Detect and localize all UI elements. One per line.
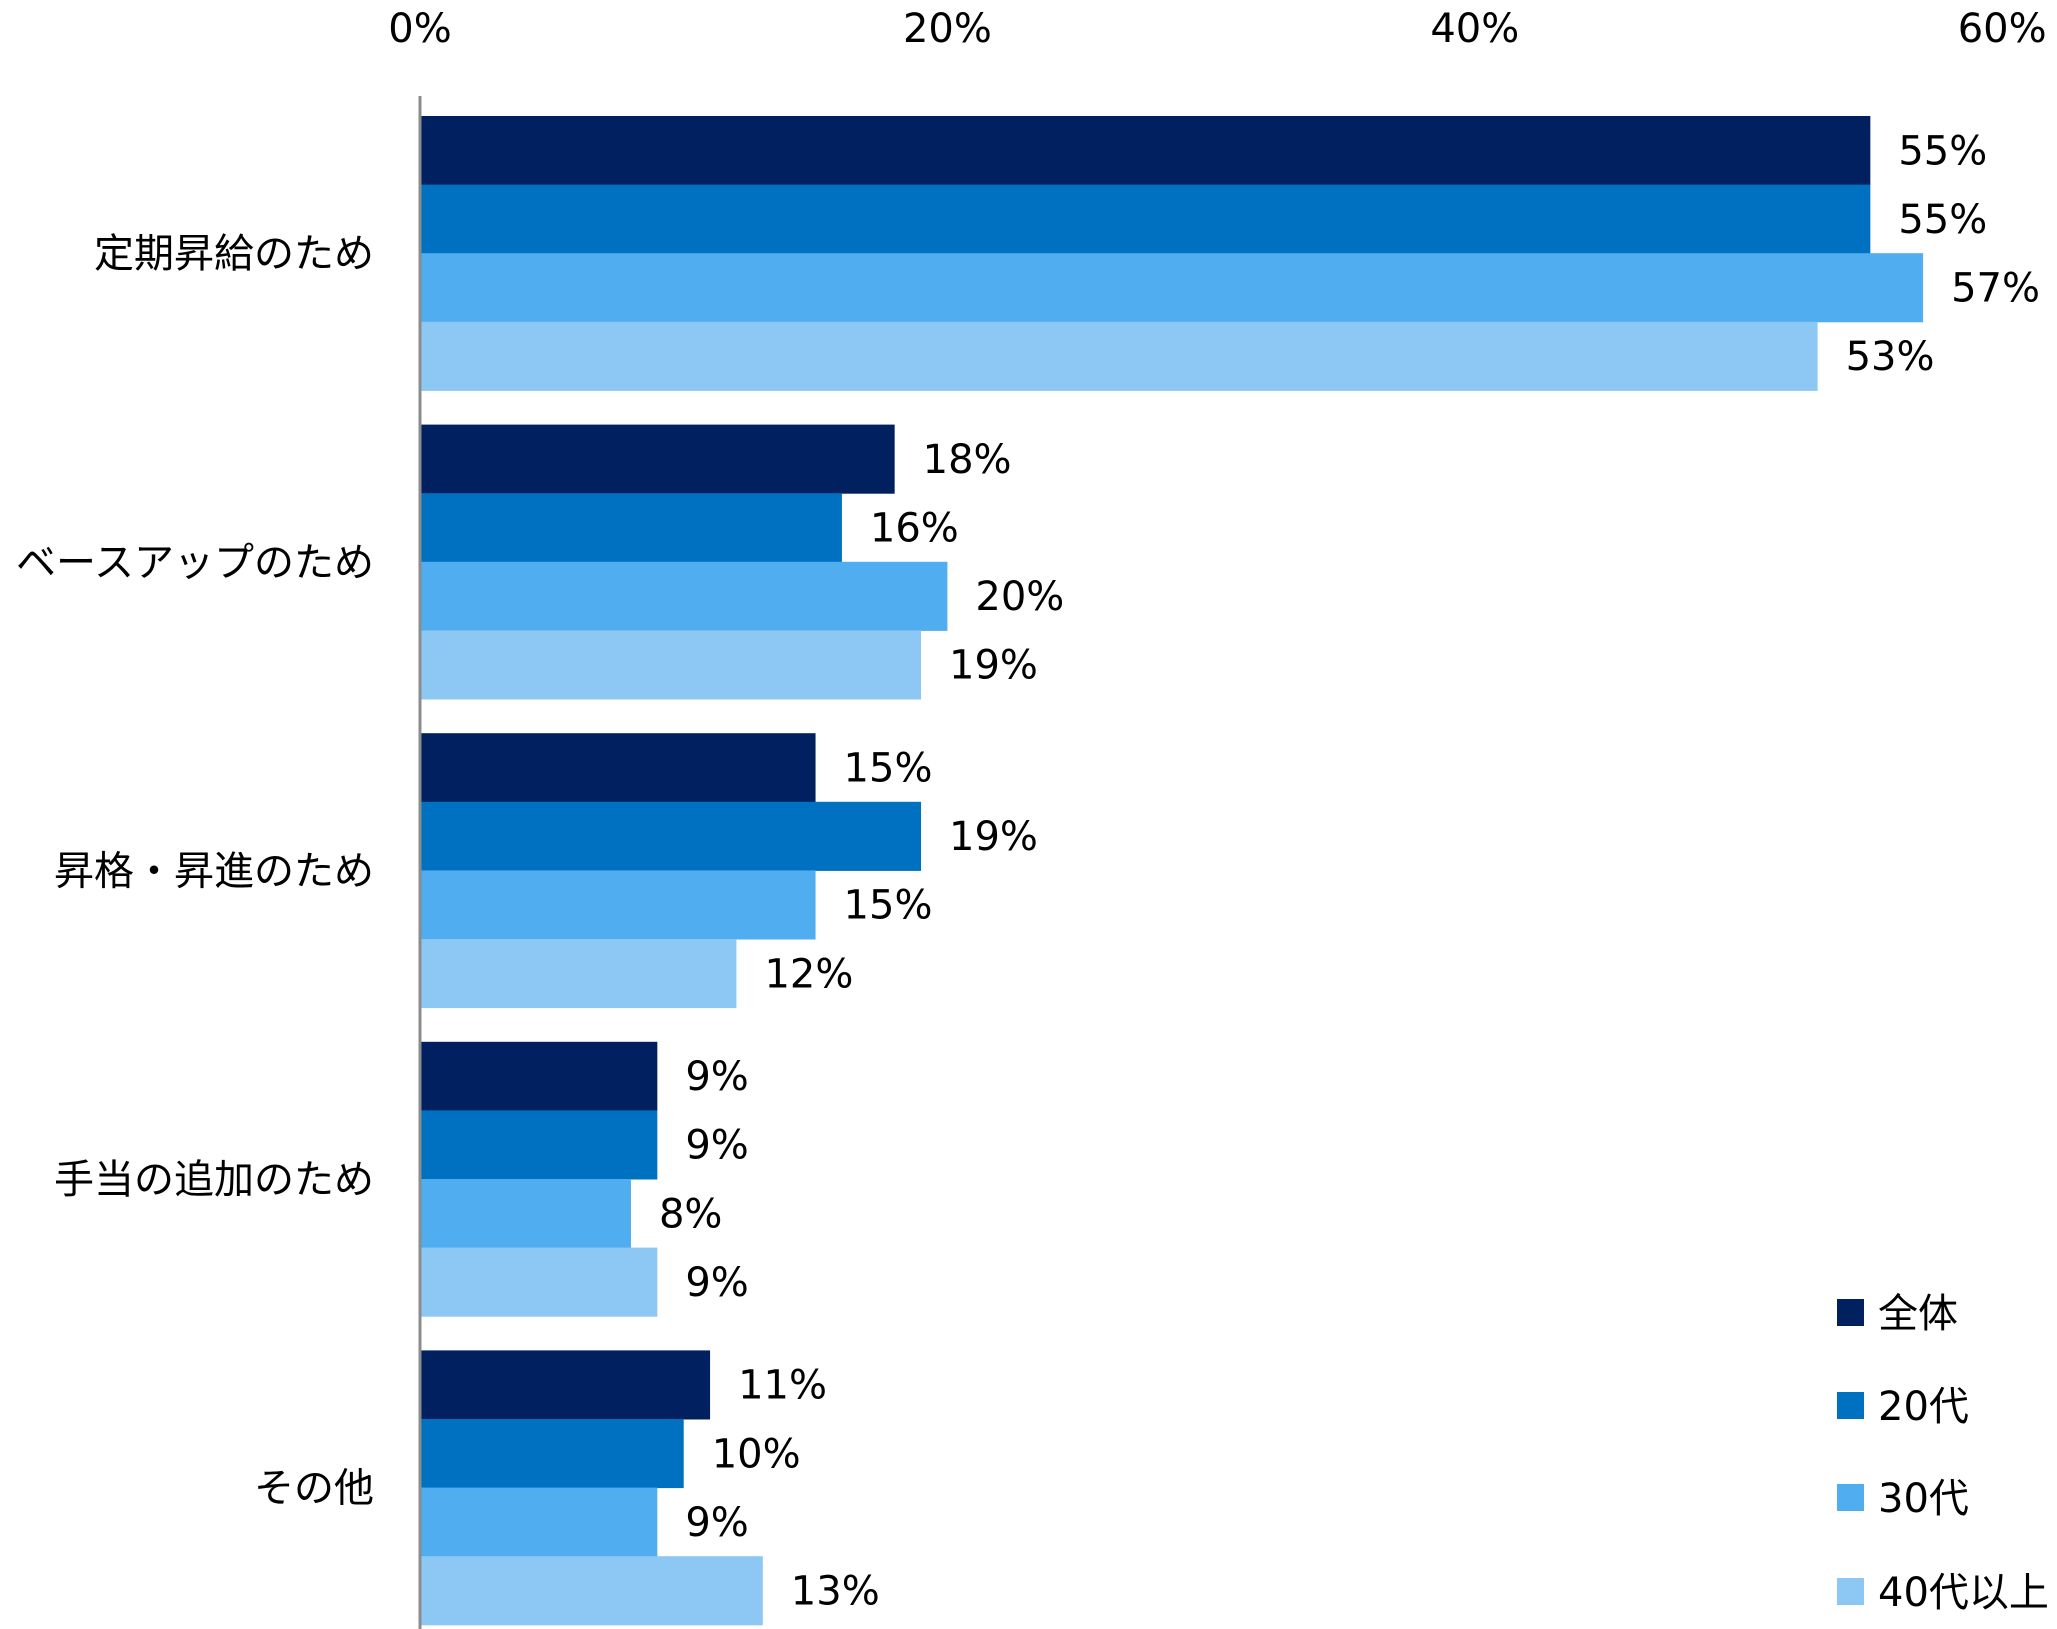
bar xyxy=(420,733,816,803)
bar xyxy=(420,870,816,940)
bar xyxy=(420,1041,658,1111)
category-label: 定期昇給のため xyxy=(94,231,374,277)
x-tick-label: 20% xyxy=(903,6,992,52)
bar xyxy=(420,116,1871,186)
legend-swatch xyxy=(1837,1484,1864,1511)
data-label: 10% xyxy=(712,1431,801,1477)
data-label: 9% xyxy=(685,1054,748,1100)
data-label: 15% xyxy=(844,746,933,792)
x-tick-label: 0% xyxy=(388,6,451,52)
x-tick-label: 60% xyxy=(1958,6,2047,52)
data-label: 13% xyxy=(791,1569,880,1615)
data-label: 18% xyxy=(923,437,1012,483)
bar xyxy=(420,321,1818,391)
legend-label: 30代 xyxy=(1878,1476,1969,1522)
bar xyxy=(420,630,922,700)
data-label: 16% xyxy=(870,506,959,552)
bar xyxy=(420,1350,711,1420)
legend-swatch xyxy=(1837,1392,1864,1419)
data-label: 9% xyxy=(685,1500,748,1546)
bar xyxy=(420,184,1871,254)
data-label: 55% xyxy=(1898,128,1987,174)
bar xyxy=(420,561,948,631)
x-tick-label: 40% xyxy=(1430,6,1519,52)
legend-swatch xyxy=(1837,1578,1864,1605)
data-label: 8% xyxy=(659,1191,722,1237)
bar xyxy=(420,1419,684,1489)
data-label: 19% xyxy=(949,643,1038,689)
legend-label: 20代 xyxy=(1878,1384,1969,1430)
bar xyxy=(420,1487,658,1557)
data-label: 11% xyxy=(738,1363,827,1409)
bar xyxy=(420,493,842,563)
data-label: 15% xyxy=(844,883,933,929)
bar xyxy=(420,1556,763,1626)
data-label: 9% xyxy=(685,1123,748,1169)
data-label: 12% xyxy=(764,951,853,997)
bar xyxy=(420,424,895,494)
bar xyxy=(420,1179,631,1249)
category-label: その他 xyxy=(254,1466,374,1512)
category-label: 手当の追加のため xyxy=(54,1157,374,1203)
data-label: 53% xyxy=(1846,334,1935,380)
data-label: 57% xyxy=(1951,266,2040,312)
bar xyxy=(420,1110,658,1180)
bar xyxy=(420,1247,658,1317)
bar xyxy=(420,801,922,871)
legend-swatch xyxy=(1837,1299,1864,1326)
legend-label: 40代以上 xyxy=(1878,1570,2049,1616)
data-label: 19% xyxy=(949,814,1038,860)
data-label: 9% xyxy=(685,1260,748,1306)
data-label: 20% xyxy=(975,574,1064,620)
data-label: 55% xyxy=(1898,197,1987,243)
bar xyxy=(420,253,1924,323)
bar xyxy=(420,939,737,1009)
legend-label: 全体 xyxy=(1878,1291,1958,1337)
category-label: 昇格・昇進のため xyxy=(54,848,374,894)
category-label: ベースアップのため xyxy=(16,540,374,586)
